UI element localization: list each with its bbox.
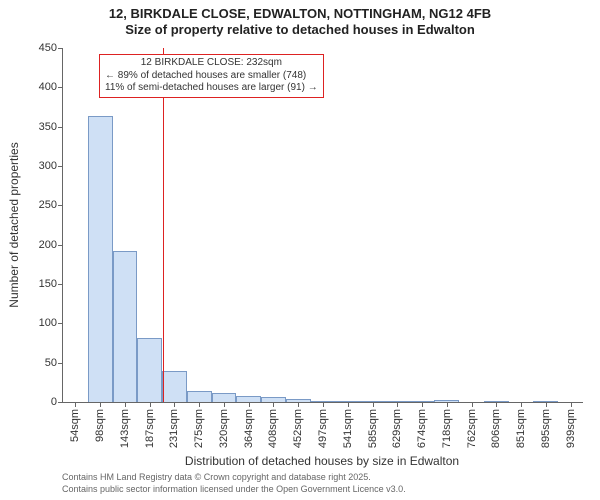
x-tick-label: 497sqm — [317, 409, 329, 448]
chart-footer: Contains HM Land Registry data © Crown c… — [62, 472, 406, 495]
footer-line1: Contains HM Land Registry data © Crown c… — [62, 472, 406, 484]
y-tick-label: 100 — [39, 317, 63, 329]
x-tick-mark — [174, 402, 175, 407]
x-tick-mark — [472, 402, 473, 407]
annotation-callout: 12 BIRKDALE CLOSE: 232sqm← 89% of detach… — [99, 54, 324, 98]
x-tick-mark — [100, 402, 101, 407]
x-tick-mark — [447, 402, 448, 407]
x-tick-mark — [373, 402, 374, 407]
x-tick-label: 98sqm — [94, 409, 106, 442]
x-tick-label: 452sqm — [292, 409, 304, 448]
x-tick-label: 851sqm — [515, 409, 527, 448]
x-tick-mark — [150, 402, 151, 407]
reference-marker-line — [163, 48, 164, 402]
x-tick-mark — [125, 402, 126, 407]
annotation-title: 12 BIRKDALE CLOSE: 232sqm — [105, 57, 318, 70]
x-tick-mark — [546, 402, 547, 407]
histogram-bar — [113, 251, 138, 402]
y-tick-label: 200 — [39, 239, 63, 251]
x-tick-label: 143sqm — [119, 409, 131, 448]
y-tick-label: 50 — [45, 357, 63, 369]
histogram-bar — [137, 338, 162, 403]
annotation-line2: ← 89% of detached houses are smaller (74… — [105, 70, 318, 83]
x-tick-label: 187sqm — [144, 409, 156, 448]
y-tick-label: 450 — [39, 42, 63, 54]
x-tick-mark — [571, 402, 572, 407]
x-tick-label: 806sqm — [490, 409, 502, 448]
x-tick-label: 895sqm — [540, 409, 552, 448]
x-tick-label: 629sqm — [391, 409, 403, 448]
chart-title-line2: Size of property relative to detached ho… — [0, 22, 600, 38]
histogram-bar — [162, 371, 187, 402]
histogram-bar — [212, 393, 237, 402]
x-tick-label: 585sqm — [367, 409, 379, 448]
x-tick-label: 674sqm — [416, 409, 428, 448]
x-tick-mark — [496, 402, 497, 407]
y-tick-label: 350 — [39, 121, 63, 133]
x-tick-label: 231sqm — [168, 409, 180, 448]
y-tick-label: 0 — [51, 396, 63, 408]
x-tick-mark — [273, 402, 274, 407]
x-tick-label: 364sqm — [243, 409, 255, 448]
x-tick-label: 54sqm — [69, 409, 81, 442]
x-tick-mark — [323, 402, 324, 407]
x-tick-mark — [199, 402, 200, 407]
y-tick-label: 400 — [39, 81, 63, 93]
x-tick-mark — [348, 402, 349, 407]
x-tick-label: 762sqm — [466, 409, 478, 448]
chart-container: 12, BIRKDALE CLOSE, EDWALTON, NOTTINGHAM… — [0, 0, 600, 500]
x-tick-mark — [75, 402, 76, 407]
histogram-bar — [88, 116, 113, 402]
y-tick-label: 250 — [39, 199, 63, 211]
x-tick-mark — [224, 402, 225, 407]
x-tick-mark — [397, 402, 398, 407]
x-tick-mark — [521, 402, 522, 407]
chart-title-line1: 12, BIRKDALE CLOSE, EDWALTON, NOTTINGHAM… — [0, 6, 600, 22]
annotation-line3: 11% of semi-detached houses are larger (… — [105, 82, 318, 95]
x-tick-label: 275sqm — [193, 409, 205, 448]
x-tick-mark — [422, 402, 423, 407]
x-tick-label: 541sqm — [342, 409, 354, 448]
chart-title: 12, BIRKDALE CLOSE, EDWALTON, NOTTINGHAM… — [0, 6, 600, 39]
x-tick-label: 939sqm — [565, 409, 577, 448]
plot-area: 05010015020025030035040045054sqm98sqm143… — [62, 48, 583, 403]
x-tick-mark — [298, 402, 299, 407]
y-axis-title: Number of detached properties — [7, 142, 21, 307]
x-tick-label: 408sqm — [267, 409, 279, 448]
histogram-bar — [187, 391, 212, 402]
y-tick-label: 150 — [39, 278, 63, 290]
x-axis-title: Distribution of detached houses by size … — [62, 454, 582, 468]
x-tick-mark — [249, 402, 250, 407]
x-tick-label: 320sqm — [218, 409, 230, 448]
y-tick-label: 300 — [39, 160, 63, 172]
x-tick-label: 718sqm — [441, 409, 453, 448]
footer-line2: Contains public sector information licen… — [62, 484, 406, 496]
